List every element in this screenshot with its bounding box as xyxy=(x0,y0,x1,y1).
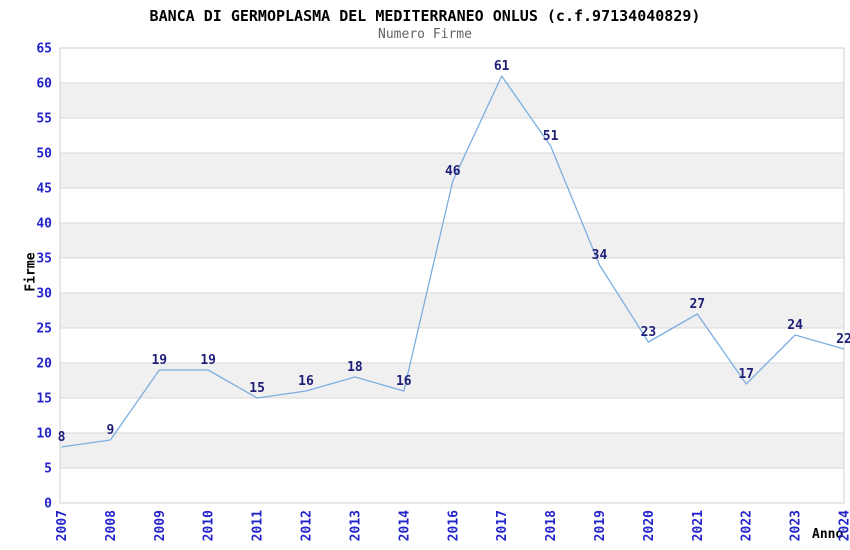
x-tick-label: 2014 xyxy=(397,510,412,541)
plot-band xyxy=(60,293,844,328)
data-point-label: 16 xyxy=(298,374,314,389)
x-tick-label: 2019 xyxy=(593,510,608,541)
y-tick-label: 25 xyxy=(36,322,52,337)
data-point-label: 34 xyxy=(592,248,608,263)
y-tick-label: 50 xyxy=(36,147,52,162)
data-point-label: 19 xyxy=(200,353,216,368)
y-tick-label: 45 xyxy=(36,182,52,197)
x-tick-label: 2010 xyxy=(202,510,217,541)
x-axis-title: Anno xyxy=(812,527,844,542)
data-point-label: 19 xyxy=(151,353,167,368)
x-tick-label: 2013 xyxy=(348,510,363,541)
x-tick-label: 2016 xyxy=(446,510,461,541)
data-point-label: 61 xyxy=(494,59,510,74)
plot-band xyxy=(60,83,844,118)
data-point-label: 15 xyxy=(249,381,265,396)
y-tick-label: 60 xyxy=(36,77,52,92)
x-tick-label: 2012 xyxy=(300,510,315,541)
x-tick-label: 2017 xyxy=(495,510,510,541)
x-tick-label: 2018 xyxy=(544,510,559,541)
data-point-label: 23 xyxy=(641,325,657,340)
data-point-label: 46 xyxy=(445,164,461,179)
data-point-label: 18 xyxy=(347,360,363,375)
data-point-label: 8 xyxy=(58,430,66,445)
plot-band xyxy=(60,223,844,258)
data-point-label: 24 xyxy=(787,318,803,333)
y-tick-label: 55 xyxy=(36,112,52,127)
data-point-label: 27 xyxy=(689,297,705,312)
chart-subtitle: Numero Firme xyxy=(378,27,472,42)
y-tick-label: 30 xyxy=(36,287,52,302)
data-point-label: 17 xyxy=(738,367,754,382)
chart-title: BANCA DI GERMOPLASMA DEL MEDITERRANEO ON… xyxy=(149,7,701,25)
data-point-label: 51 xyxy=(543,129,559,144)
plot-border xyxy=(59,47,845,504)
y-tick-label: 15 xyxy=(36,392,52,407)
data-point-label: 22 xyxy=(836,332,850,347)
y-tick-label: 10 xyxy=(36,427,52,442)
data-point-label: 9 xyxy=(106,423,114,438)
data-point-label: 16 xyxy=(396,374,412,389)
x-tick-label: 2011 xyxy=(251,510,266,541)
x-tick-label: 2021 xyxy=(691,510,706,541)
x-tick-label: 2007 xyxy=(55,510,70,541)
x-tick-label: 2008 xyxy=(104,510,119,541)
plot-band xyxy=(60,363,844,398)
x-tick-label: 2020 xyxy=(642,510,657,541)
x-tick-label: 2024 xyxy=(838,510,850,541)
y-tick-label: 40 xyxy=(36,217,52,232)
x-tick-label: 2022 xyxy=(740,510,755,541)
x-tick-label: 2023 xyxy=(789,510,804,541)
y-tick-label: 0 xyxy=(44,497,52,512)
plot-band xyxy=(60,433,844,468)
x-tick-label: 2009 xyxy=(153,510,168,541)
y-tick-label: 5 xyxy=(44,462,52,477)
y-tick-label: 65 xyxy=(36,42,52,57)
series-line xyxy=(61,75,845,448)
y-tick-label: 35 xyxy=(36,252,52,267)
y-tick-label: 20 xyxy=(36,357,52,372)
